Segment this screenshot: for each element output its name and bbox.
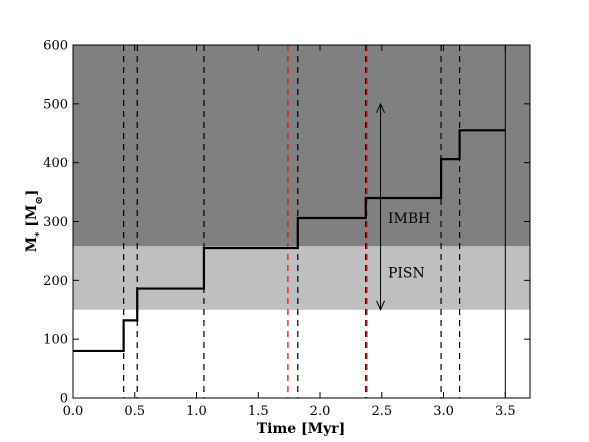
y-tick-label-3: 300 [43,215,68,230]
arrow-head-1 [376,300,386,311]
x-tick-label-5: 2.5 [371,404,392,419]
arrow-head-0 [376,102,386,114]
x-tick-label-6: 3.0 [433,404,454,419]
y-tick-label-5: 500 [43,97,68,112]
y-axis-label-unit-open: [M [24,205,40,232]
y-axis-label: M* [M⊙] [24,190,45,253]
annotation-imbh: IMBH [388,211,430,227]
y-axis-label-sub: * [34,231,45,237]
y-tick-label-4: 400 [43,156,68,171]
x-tick-label-7: 3.5 [495,404,516,419]
y-tick-label-6: 600 [43,39,68,54]
y-axis-label-main: M [24,237,40,253]
band-imbh [73,45,530,247]
x-axis-label: Time [Myr] [257,421,346,437]
x-tick-label-4: 2.0 [310,404,331,419]
y-tick-label-2: 200 [43,274,68,289]
y-tick-label-1: 100 [43,333,68,348]
x-tick-label-1: 0.5 [124,404,145,419]
x-tick-label-0: 0.0 [63,404,84,419]
x-tick-label-3: 1.5 [248,404,269,419]
y-tick-label-0: 0 [60,392,68,407]
y-axis-label-unit-symbol: ⊙ [34,196,45,204]
annotation-pisn: PISN [388,266,425,282]
band-pisn [73,246,530,310]
mass-step-line-0 [73,129,506,353]
y-axis-label-unit-close: ] [24,190,40,197]
x-tick-label-2: 1.0 [186,404,207,419]
